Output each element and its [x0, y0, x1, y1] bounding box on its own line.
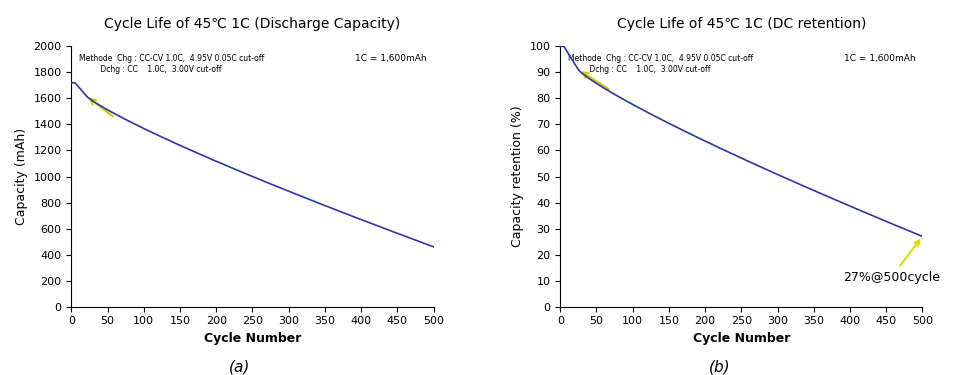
Y-axis label: Capacity retention (%): Capacity retention (%) — [511, 106, 524, 248]
Text: (a): (a) — [229, 359, 251, 374]
Text: Cycle Life of 45℃ 1C (DC retention): Cycle Life of 45℃ 1C (DC retention) — [616, 17, 866, 31]
Y-axis label: Capacity (mAh): Capacity (mAh) — [15, 128, 28, 225]
Text: (b): (b) — [709, 359, 731, 374]
Text: 1C = 1,600mAh: 1C = 1,600mAh — [354, 54, 426, 63]
X-axis label: Cycle Number: Cycle Number — [204, 332, 301, 345]
Text: Methode  Chg : CC-CV 1.0C,  4.95V 0.05C cut-off
         Dchg : CC    1.0C,  3.0: Methode Chg : CC-CV 1.0C, 4.95V 0.05C cu… — [567, 54, 753, 74]
Text: 1C = 1,600mAh: 1C = 1,600mAh — [844, 54, 915, 63]
X-axis label: Cycle Number: Cycle Number — [693, 332, 790, 345]
Text: 27%@500cycle: 27%@500cycle — [843, 240, 940, 284]
Text: Cycle Life of 45℃ 1C (Discharge Capacity): Cycle Life of 45℃ 1C (Discharge Capacity… — [105, 17, 400, 31]
Text: Methode  Chg : CC-CV 1.0C,  4.95V 0.05C cut-off
         Dchg : CC    1.0C,  3.0: Methode Chg : CC-CV 1.0C, 4.95V 0.05C cu… — [79, 54, 264, 74]
